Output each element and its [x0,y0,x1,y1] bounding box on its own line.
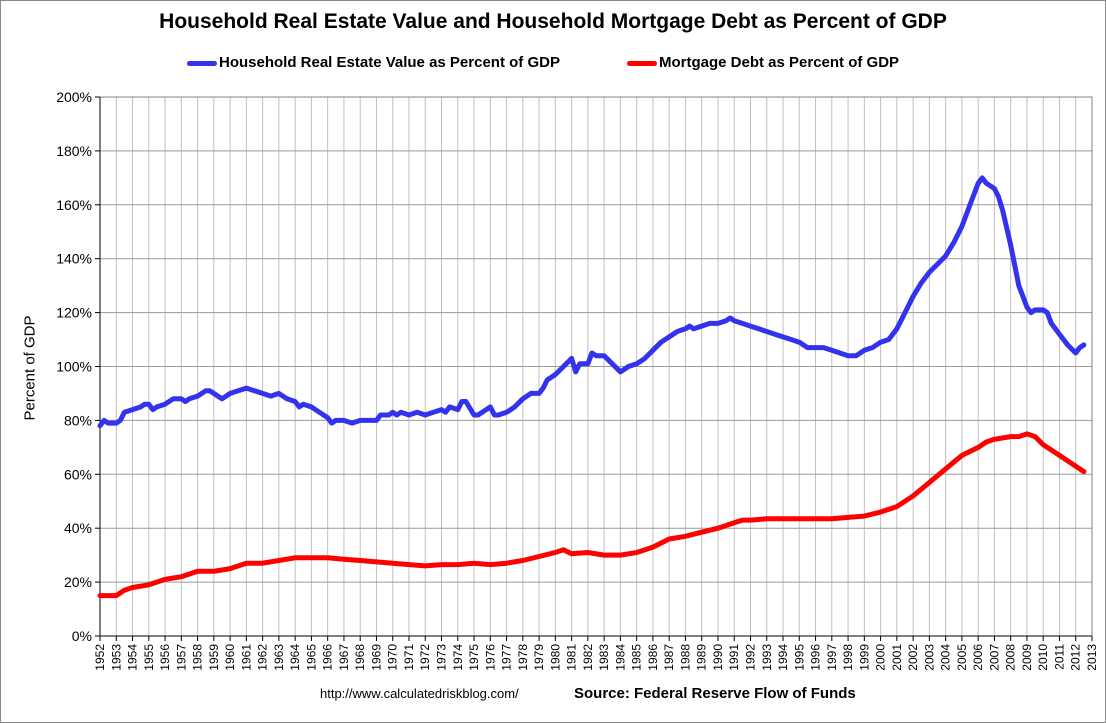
x-tick-label: 1981 [565,644,579,671]
x-tick-label: 1965 [304,644,318,671]
x-tick-label: 2009 [1020,644,1034,671]
x-tick-label: 1956 [158,644,172,671]
x-tick-label: 2004 [939,644,953,671]
x-tick-label: 1983 [597,644,611,671]
legend-swatch-mortgage-debt [627,61,657,66]
y-tick-label: 20% [64,574,92,590]
x-tick-label: 2008 [1004,644,1018,671]
x-tick-label: 1974 [451,644,465,671]
x-tick-label: 1988 [678,644,692,671]
x-tick-label: 1973 [435,644,449,671]
x-tick-label: 1996 [809,644,823,671]
chart-title: Household Real Estate Value and Househol… [159,10,947,33]
y-tick-label: 60% [64,466,92,482]
legend-label-real-estate: Household Real Estate Value as Percent o… [219,54,560,71]
x-tick-label: 1952 [93,644,107,671]
axis-layer [95,96,1093,641]
series-layer [97,175,1087,599]
y-tick-label: 160% [56,197,92,213]
y-tick-label: 40% [64,520,92,536]
x-tick-label: 1966 [321,644,335,671]
x-tick-label: 2007 [987,644,1001,671]
y-tick-label: 180% [56,143,92,159]
x-tick-label: 1993 [760,644,774,671]
x-tick-label: 2013 [1085,644,1099,671]
x-tick-label: 1995 [792,644,806,671]
x-tick-label: 1960 [223,644,237,671]
x-tick-label: 1990 [711,644,725,671]
x-tick-label: 1963 [272,644,286,671]
x-tick-label: 2002 [906,644,920,671]
x-tick-label: 2011 [1052,644,1066,670]
x-tick-label: 2010 [1036,644,1050,671]
x-tick-label: 1980 [548,644,562,671]
x-tick-label: 1969 [369,644,383,671]
x-tick-label: 1994 [776,644,790,671]
x-tick-label: 1989 [695,644,709,671]
x-tick-label: 1985 [630,644,644,671]
x-tick-label: 1957 [174,644,188,671]
series-line-real-estate-value [97,175,1087,429]
y-tick-label: 200% [56,89,92,105]
x-tick-label: 1970 [386,644,400,671]
series-line-mortgage-debt [97,431,1087,599]
x-tick-label: 1968 [353,644,367,671]
y-tick-label: 80% [64,412,92,428]
x-tick-label: 2001 [890,644,904,671]
x-tick-label: 1986 [646,644,660,671]
y-tick-label: 140% [56,251,92,267]
x-tick-label: 1961 [239,644,253,671]
x-tick-label: 1987 [662,644,676,671]
x-tick-label: 1953 [109,644,123,671]
x-tick-label: 1954 [126,644,140,671]
y-tick-label: 100% [56,359,92,375]
footer-url: http://www.calculatedriskblog.com/ [320,686,519,701]
x-tick-label: 1997 [825,644,839,671]
legend-swatch-real-estate [187,61,217,66]
legend-label-mortgage-debt: Mortgage Debt as Percent of GDP [659,54,900,71]
x-tick-label: 1959 [207,644,221,671]
x-tick-label: 1971 [402,644,416,671]
x-tick-label: 1982 [581,644,595,671]
y-tick-label: 120% [56,305,92,321]
x-tick-label: 1992 [743,644,757,671]
x-tick-label: 1955 [142,644,156,671]
footer-source: Source: Federal Reserve Flow of Funds [574,685,856,702]
x-tick-label: 1975 [467,644,481,671]
x-tick-label: 1984 [613,644,627,671]
x-tick-label: 1964 [288,644,302,671]
x-tick-label: 1978 [516,644,530,671]
x-tick-label: 2003 [922,644,936,671]
x-tick-label: 2012 [1069,644,1083,671]
x-tick-label: 1977 [500,644,514,671]
grid-layer [99,96,1093,637]
x-tick-label: 1967 [337,644,351,671]
x-tick-label: 2000 [874,644,888,671]
x-tick-label: 1999 [857,644,871,671]
x-tick-label: 1976 [483,644,497,671]
y-tick-label: 0% [72,628,92,644]
x-tick-label: 1979 [532,644,546,671]
x-tick-label: 2005 [955,644,969,671]
x-tick-label: 1958 [191,644,205,671]
tick-label-layer: 1952 1953 1954 1955 1956 1957 1958 1959 1960 1961… [56,89,1099,671]
x-tick-label: 1991 [727,644,741,671]
x-tick-label: 1998 [841,644,855,671]
legend: Household Real Estate Value as Percent o… [0,52,1106,76]
x-tick-label: 1962 [256,644,270,671]
x-tick-label: 2006 [971,644,985,671]
x-tick-label: 1972 [418,644,432,671]
